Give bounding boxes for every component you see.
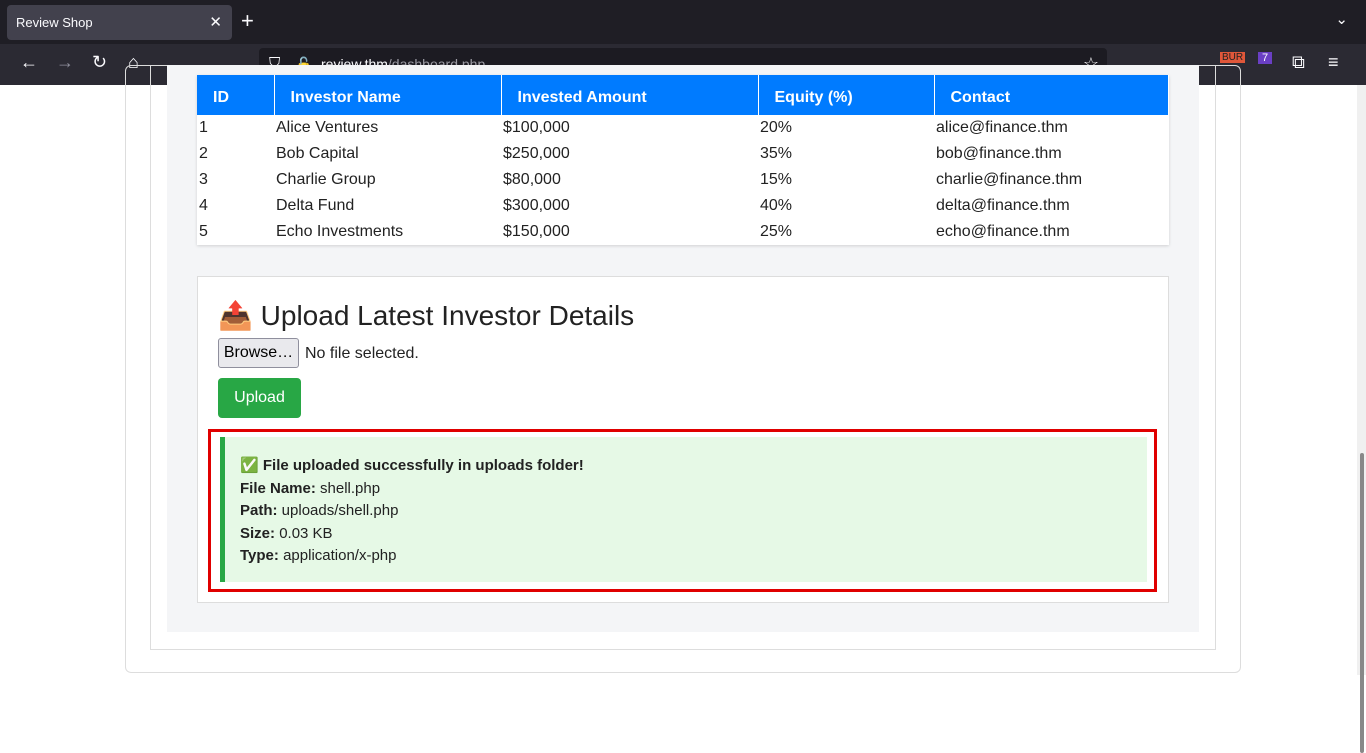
upload-tray-icon: 📤 <box>218 300 253 331</box>
new-tab-button[interactable]: + <box>241 8 254 33</box>
table-cell: 3 <box>199 171 208 188</box>
check-icon: ✅ <box>240 457 259 474</box>
field-label: File Name: <box>240 479 316 497</box>
field-value: uploads/shell.php <box>281 502 399 519</box>
list-tabs-chevron-icon[interactable]: ⌄ <box>1335 11 1348 28</box>
result-field: File Name: shell.php <box>240 478 1132 501</box>
success-alert: ✅ File uploaded successfully in uploads … <box>220 437 1147 582</box>
field-value: shell.php <box>320 479 381 497</box>
table-cell: 25% <box>760 223 793 240</box>
scrollbar-thumb[interactable] <box>1360 453 1364 753</box>
upload-card: 📤 Upload Latest Investor Details Browse…… <box>197 276 1169 603</box>
table-cell: 1 <box>199 119 208 136</box>
col-investor-name: Investor Name <box>274 75 502 115</box>
result-field: Size: 0.03 KB <box>240 523 1132 546</box>
tab-review-shop[interactable]: Review Shop ✕ <box>7 5 232 40</box>
tab-bar: Review Shop ✕ + ⌄ <box>0 0 1366 44</box>
table-row: 5 Echo Investments $150,000 25% echo@finance… <box>197 219 1169 245</box>
file-status: No file selected. <box>305 345 419 362</box>
extension-badge-icon[interactable]: 7 <box>1258 52 1273 64</box>
table-cell: $150,000 <box>503 223 570 240</box>
table-cell: 40% <box>760 197 793 214</box>
table-row: 1 Alice Ventures $100,000 20% alice@finance.… <box>197 115 1169 141</box>
table-cell: 2 <box>199 145 208 162</box>
close-tab-icon[interactable]: ✕ <box>209 14 222 31</box>
table-cell: Bob Capital <box>276 145 359 162</box>
scrollbar[interactable] <box>1357 85 1366 753</box>
table-cell: $80,000 <box>503 171 561 188</box>
success-message: File uploaded successfully in uploads fo… <box>262 457 584 474</box>
investor-table: ID Investor Name Invested Amount Equity … <box>197 75 1169 245</box>
back-icon[interactable]: ← <box>20 52 38 72</box>
table-cell: Delta Fund <box>276 197 355 214</box>
table-cell: bob@finance.thm <box>936 145 1062 162</box>
table-cell: 15% <box>760 171 793 188</box>
table-cell: Echo Investments <box>276 223 404 240</box>
upload-button[interactable]: Upload <box>218 378 301 418</box>
table-cell: 35% <box>760 145 793 162</box>
table-cell: Alice Ventures <box>276 119 379 136</box>
reload-icon[interactable]: ↻ <box>92 52 108 72</box>
result-field: Type: application/x-php <box>240 545 1132 568</box>
field-label: Path: <box>240 502 278 519</box>
table-cell: 20% <box>760 119 793 136</box>
col-id: ID <box>197 75 275 115</box>
upload-title: 📤 Upload Latest Investor Details <box>218 299 634 332</box>
table-cell: Charlie Group <box>276 171 376 188</box>
field-label: Size: <box>240 524 276 542</box>
home-icon[interactable]: ⌂ <box>128 52 139 72</box>
table-cell: $300,000 <box>503 197 570 214</box>
table-cell: alice@finance.thm <box>936 119 1068 136</box>
table-row: 4 Delta Fund $300,000 40% delta@finance.thm <box>197 193 1169 219</box>
burp-extension-icon[interactable]: BUR <box>1220 52 1246 63</box>
menu-icon[interactable]: ≡ <box>1328 52 1339 72</box>
field-value: 0.03 KB <box>279 524 333 542</box>
page-content: ID Investor Name Invested Amount Equity … <box>0 65 1357 675</box>
burp-label: BUR <box>1222 52 1244 63</box>
browse-button[interactable]: Browse… <box>218 338 299 368</box>
col-invested-amount: Invested Amount <box>501 75 759 115</box>
tab-title: Review Shop <box>16 15 93 30</box>
forward-icon[interactable]: → <box>56 52 74 72</box>
field-value: application/x-php <box>283 547 397 564</box>
result-field: Path: uploads/shell.php <box>240 500 1132 523</box>
field-label: Type: <box>240 547 279 564</box>
table-cell: $100,000 <box>503 119 570 136</box>
table-cell: delta@finance.thm <box>936 197 1070 214</box>
extension-badge-count: 7 <box>1262 52 1269 64</box>
extensions-puzzle-icon[interactable]: ⧉ <box>1292 52 1305 72</box>
table-row: 2 Bob Capital $250,000 35% bob@finance.thm <box>197 141 1169 167</box>
col-contact: Contact <box>934 75 1169 115</box>
table-cell: echo@finance.thm <box>936 223 1070 240</box>
table-header-row: ID Investor Name Invested Amount Equity … <box>197 75 1169 115</box>
col-equity: Equity (%) <box>758 75 935 115</box>
table-cell: 4 <box>199 197 208 214</box>
table-cell: charlie@finance.thm <box>936 171 1083 188</box>
highlight-box: ✅ File uploaded successfully in uploads … <box>208 429 1157 592</box>
shield-icon[interactable]: ⛉ <box>269 55 281 72</box>
upload-title-text: Upload Latest Investor Details <box>260 300 635 331</box>
table-cell: 5 <box>199 223 208 240</box>
table-row: 3 Charlie Group $80,000 15% charlie@finance.… <box>197 167 1169 193</box>
table-cell: $250,000 <box>503 145 570 162</box>
